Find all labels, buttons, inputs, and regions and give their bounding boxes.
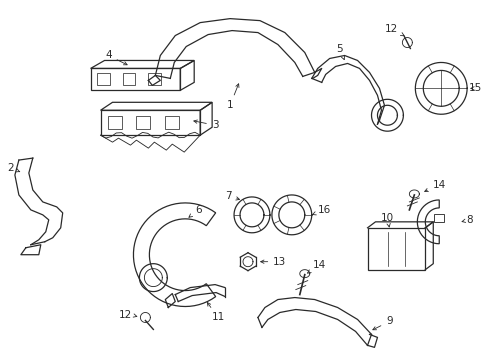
Text: 15: 15	[468, 84, 482, 93]
Text: 16: 16	[313, 205, 331, 215]
Text: 13: 13	[261, 257, 287, 267]
Text: 11: 11	[207, 302, 225, 323]
Text: 6: 6	[189, 205, 201, 217]
Text: 2: 2	[7, 163, 20, 173]
Text: 12: 12	[119, 310, 132, 320]
Text: 8: 8	[462, 215, 472, 225]
Text: 5: 5	[336, 44, 344, 60]
Bar	[368, 228, 425, 270]
Polygon shape	[133, 203, 216, 306]
Text: 1: 1	[227, 84, 239, 110]
Text: 9: 9	[373, 316, 393, 330]
Text: 3: 3	[194, 120, 219, 130]
Text: 14: 14	[308, 260, 326, 273]
Text: 4: 4	[105, 50, 127, 65]
Polygon shape	[417, 200, 439, 244]
Text: 10: 10	[381, 213, 394, 227]
Text: 12: 12	[385, 24, 404, 36]
Text: 7: 7	[225, 191, 240, 201]
Text: 14: 14	[425, 180, 446, 192]
